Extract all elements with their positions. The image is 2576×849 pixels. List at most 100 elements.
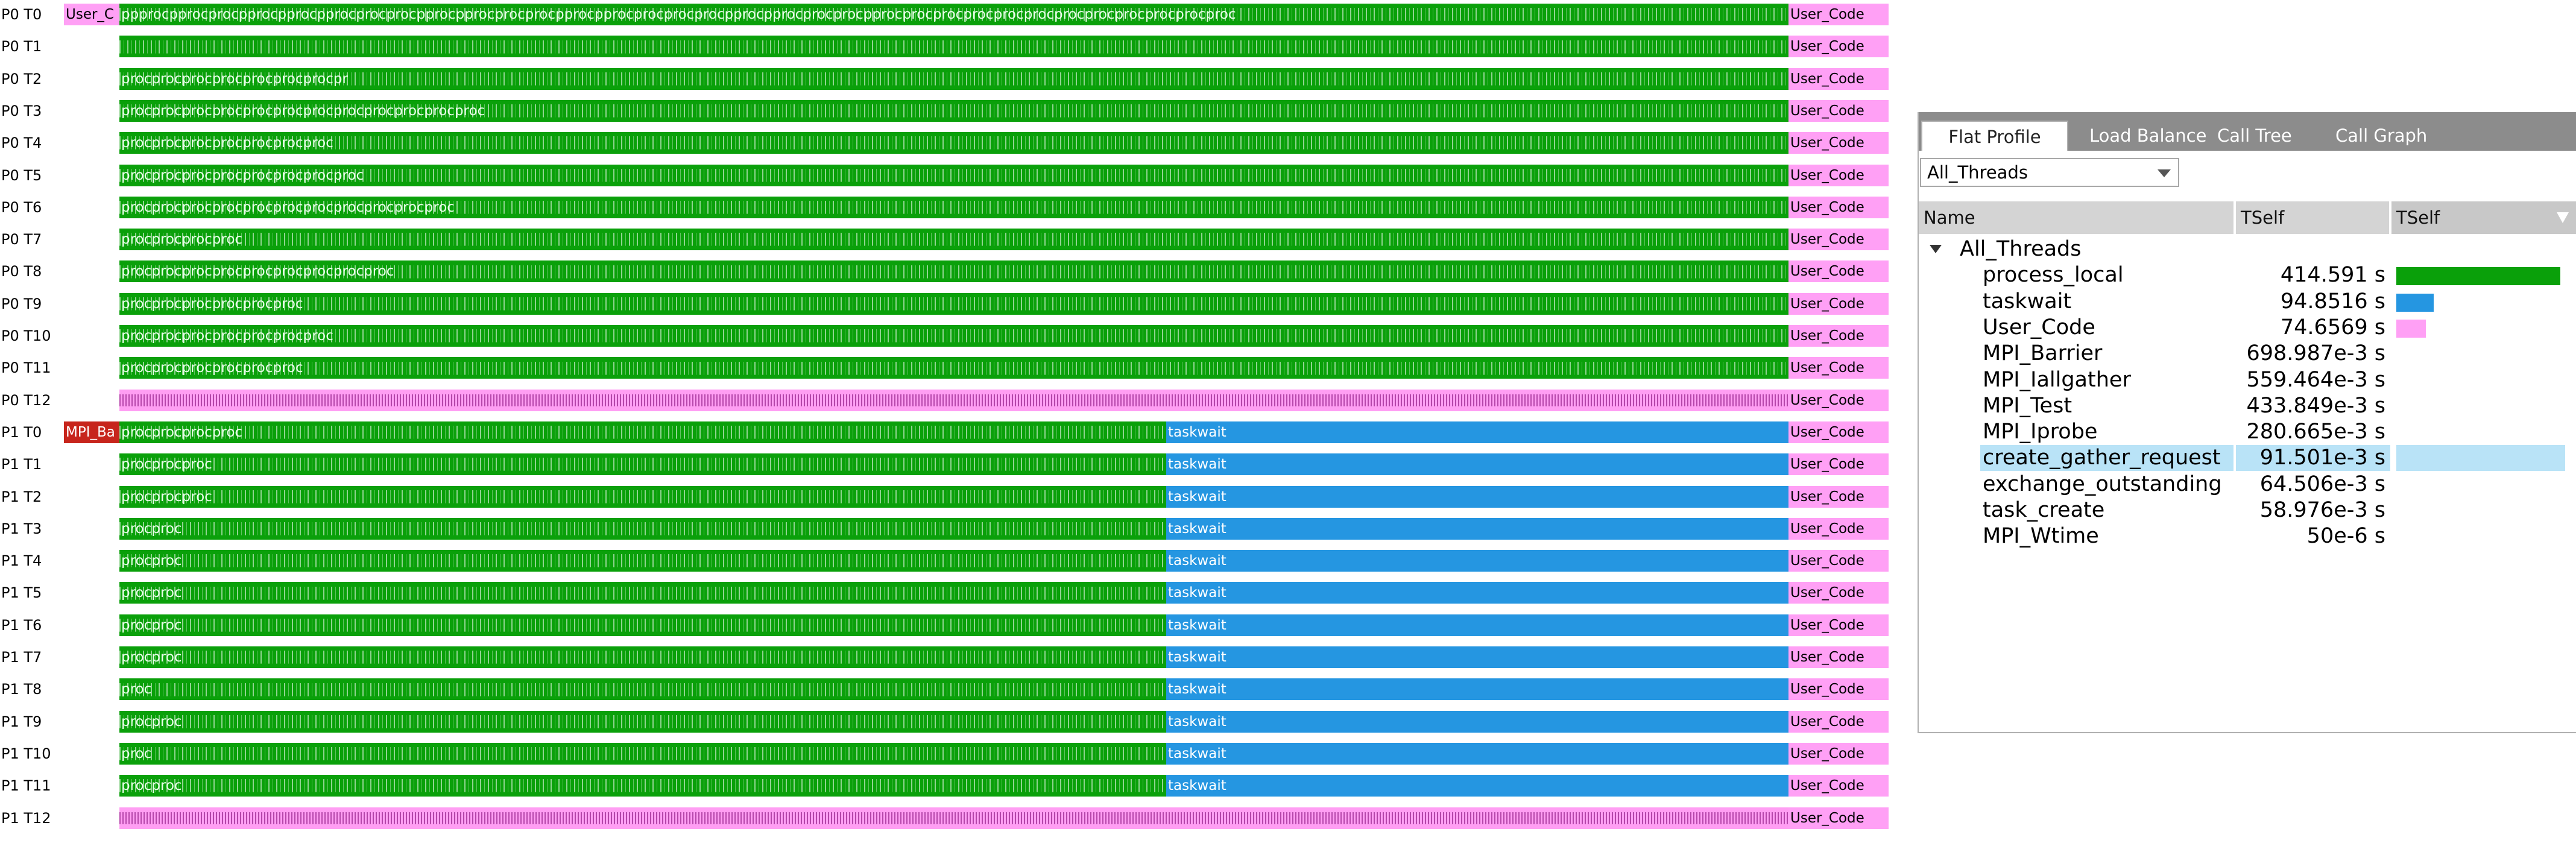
process-local-segment[interactable]: procprocprocprocprocprocprocprocprocproc… [119, 196, 1788, 218]
process-local-segment[interactable]: procproc [119, 710, 1166, 733]
taskwait-segment[interactable]: taskwait [1166, 517, 1788, 540]
process-local-segment[interactable]: procprocprocprocprocproc [119, 357, 1788, 379]
idle-segment[interactable] [119, 389, 1788, 411]
user-code-segment[interactable]: User_Code [1788, 710, 1889, 733]
user-code-segment[interactable]: User_Code [1788, 164, 1889, 186]
process-local-segment[interactable]: procprocprocprocprocprocprocprocprocproc… [119, 99, 1788, 122]
process-local-segment[interactable]: procprocprocproc [119, 229, 1788, 251]
process-local-segment[interactable]: procprocprocproc [119, 421, 1166, 443]
tree-row[interactable]: taskwait 94.8516 s [1919, 289, 2576, 315]
process-local-segment[interactable]: procprocprocprocprocprocprocprocproc [119, 260, 1788, 283]
taskwait-segment[interactable]: taskwait [1166, 421, 1788, 443]
user-code-segment[interactable]: User_Code [1788, 4, 1889, 25]
timeline-row[interactable]: P1 T4 procproc taskwait User_Code [0, 549, 1891, 573]
timeline-row[interactable]: P0 T12 User_Code [0, 388, 1891, 412]
timeline-row[interactable]: P0 T6 procprocprocprocprocprocprocprocpro… [0, 195, 1891, 219]
process-local-segment[interactable]: procprocprocprocprocprocproc [119, 325, 1788, 347]
user-code-segment[interactable]: User_Code [1788, 453, 1889, 476]
timeline-row[interactable]: P0 T11 procprocprocprocprocproc User_Code [0, 356, 1891, 380]
taskwait-segment[interactable]: taskwait [1166, 742, 1788, 765]
timeline-row[interactable]: P0 T5 procprocprocprocprocprocprocproc Use… [0, 163, 1891, 188]
mpi-barrier-segment[interactable]: MPI_Ba [64, 421, 119, 443]
taskwait-segment[interactable]: taskwait [1166, 710, 1788, 733]
user-code-segment[interactable]: User_Code [1788, 646, 1889, 668]
process-local-segment[interactable]: procprocprocprocprocprocprocpr [119, 68, 1788, 90]
timeline-row[interactable]: P1 T0 MPI_Ba procprocprocproc taskwait User_… [0, 420, 1891, 444]
taskwait-segment[interactable]: taskwait [1166, 453, 1788, 476]
user-code-segment[interactable]: User_Code [1788, 36, 1889, 58]
timeline-row[interactable]: P1 T8 proc taskwait User_Code [0, 677, 1891, 701]
user-code-segment[interactable]: User_Code [1788, 485, 1889, 508]
timeline-row[interactable]: P1 T6 procproc taskwait User_Code [0, 613, 1891, 637]
timeline-row[interactable]: P0 T3 procprocprocprocprocprocprocprocpro… [0, 99, 1891, 123]
timeline-row[interactable]: P1 T3 procproc taskwait User_Code [0, 517, 1891, 541]
user-code-segment[interactable]: User_Code [1788, 614, 1889, 636]
process-local-segment[interactable]: procprocproc [119, 485, 1166, 508]
tab-load-balance[interactable]: Load Balance [2089, 125, 2207, 146]
user-code-segment[interactable]: User_Code [1788, 325, 1889, 347]
user-code-segment[interactable]: User_Code [1788, 99, 1889, 122]
column-header-tself[interactable]: TSelf [2236, 201, 2390, 234]
user-code-segment[interactable]: User_Code [1788, 582, 1889, 604]
timeline-row[interactable]: P1 T10 proc taskwait User_Code [0, 742, 1891, 766]
process-local-segment[interactable]: procproc [119, 775, 1166, 797]
taskwait-segment[interactable]: taskwait [1166, 646, 1788, 668]
process-local-segment[interactable]: ppprocpprocprocpprocpprocpprocprocprocpp… [119, 4, 1788, 25]
expand-icon[interactable] [1930, 245, 1942, 253]
timeline-row[interactable]: P1 T5 procproc taskwait User_Code [0, 581, 1891, 605]
tree-row[interactable]: exchange_outstanding 64.506e-3 s [1919, 472, 2576, 497]
process-local-segment[interactable]: procprocproc [119, 453, 1166, 476]
timeline-row[interactable]: P1 T12 User_Code [0, 806, 1891, 830]
tree-row[interactable]: User_Code 74.6569 s [1919, 315, 2576, 341]
timeline-row[interactable]: P1 T2 procprocproc taskwait User_Code [0, 485, 1891, 509]
column-header-name[interactable]: Name [1919, 201, 2235, 234]
timeline-row[interactable]: P0 T10 procprocprocprocprocprocproc User_C… [0, 324, 1891, 348]
user-code-segment[interactable]: User_Code [1788, 260, 1889, 283]
process-local-segment[interactable]: procprocprocprocprocprocprocproc [119, 164, 1788, 186]
column-header-tself-bar[interactable]: TSelf [2391, 201, 2576, 234]
process-local-segment[interactable] [119, 36, 1788, 58]
timeline-row[interactable]: P1 T11 procproc taskwait User_Code [0, 774, 1891, 798]
taskwait-segment[interactable]: taskwait [1166, 550, 1788, 572]
tree-row[interactable]: process_local 414.591 s [1919, 262, 2576, 288]
process-local-segment[interactable]: procproc [119, 517, 1166, 540]
user-code-segment[interactable]: User_Code [1788, 807, 1889, 829]
tree-row[interactable]: MPI_Wtime 50e-6 s [1919, 523, 2576, 549]
tree-row[interactable]: task_create 58.976e-3 s [1919, 497, 2576, 523]
taskwait-segment[interactable]: taskwait [1166, 678, 1788, 701]
process-local-segment[interactable]: procprocprocprocprocproc [119, 292, 1788, 315]
user-code-segment[interactable]: User_Code [1788, 229, 1889, 251]
process-local-segment[interactable]: proc [119, 678, 1166, 701]
user-code-segment[interactable]: User_Code [1788, 775, 1889, 797]
timeline-row[interactable]: P0 T8 procprocprocprocprocprocprocprocpro… [0, 259, 1891, 283]
timeline-row[interactable]: P1 T1 procprocproc taskwait User_Code [0, 452, 1891, 476]
timeline-row[interactable]: P1 T9 procproc taskwait User_Code [0, 710, 1891, 734]
user-code-segment[interactable]: User_Code [1788, 68, 1889, 90]
process-local-segment[interactable]: procproc [119, 614, 1166, 636]
process-local-segment[interactable]: procproc [119, 550, 1166, 572]
tree-root-row[interactable]: All_Threads [1919, 236, 2576, 262]
thread-select[interactable]: All_Threads [1920, 158, 2179, 187]
tree-row[interactable]: MPI_Iprobe 280.665e-3 s [1919, 419, 2576, 445]
user-code-segment[interactable]: User_Code [1788, 678, 1889, 701]
taskwait-segment[interactable]: taskwait [1166, 775, 1788, 797]
user-code-segment[interactable]: User_Code [1788, 517, 1889, 540]
timeline-row[interactable]: P0 T7 procprocprocproc User_Code [0, 227, 1891, 251]
user-code-segment[interactable]: User_Code [1788, 421, 1889, 443]
tab-flat-profile[interactable]: Flat Profile [1921, 121, 2068, 151]
user-code-segment[interactable]: User_Code [1788, 196, 1889, 218]
timeline-row[interactable]: P0 T4 procprocprocprocprocprocproc User_Co… [0, 131, 1891, 155]
user-code-segment[interactable]: User_C [64, 4, 119, 25]
taskwait-segment[interactable]: taskwait [1166, 582, 1788, 604]
process-local-segment[interactable]: procprocprocprocprocprocproc [119, 132, 1788, 154]
taskwait-segment[interactable]: taskwait [1166, 485, 1788, 508]
taskwait-segment[interactable]: taskwait [1166, 614, 1788, 636]
process-local-segment[interactable]: proc [119, 742, 1166, 765]
user-code-segment[interactable]: User_Code [1788, 389, 1889, 411]
user-code-segment[interactable]: User_Code [1788, 292, 1889, 315]
user-code-segment[interactable]: User_Code [1788, 742, 1889, 765]
user-code-segment[interactable]: User_Code [1788, 550, 1889, 572]
timeline-row[interactable]: P0 T2 procprocprocprocprocprocprocpr User_… [0, 67, 1891, 91]
user-code-segment[interactable]: User_Code [1788, 132, 1889, 154]
tree-row[interactable]: MPI_Iallgather 559.464e-3 s [1919, 367, 2576, 393]
